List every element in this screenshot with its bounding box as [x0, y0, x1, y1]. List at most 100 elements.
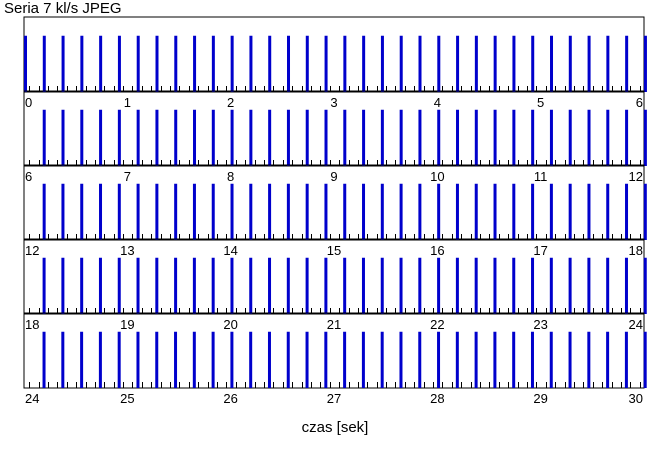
frame-bar	[117, 257, 121, 314]
frame-bar	[568, 109, 572, 166]
tick-label: 6	[25, 169, 32, 184]
frame-bar	[493, 109, 497, 166]
frame-bar	[80, 35, 84, 92]
frame-bar	[530, 331, 534, 388]
frame-bar	[343, 109, 347, 166]
frame-bar	[380, 257, 384, 314]
frame-bar	[174, 109, 178, 166]
frame-bar	[305, 109, 309, 166]
frame-bar	[98, 331, 102, 388]
frame-bar	[380, 183, 384, 240]
frame-bar	[399, 257, 403, 314]
frame-bar	[512, 331, 516, 388]
frame-bar	[42, 183, 46, 240]
frame-bar	[305, 257, 309, 314]
frame-bar	[343, 331, 347, 388]
frame-bar	[624, 257, 628, 314]
frame-bar	[643, 331, 647, 388]
tick-label: 19	[120, 317, 134, 332]
tick-label: 26	[223, 391, 237, 406]
frame-bar	[136, 257, 140, 314]
frame-bar	[117, 109, 121, 166]
frame-bar	[268, 35, 272, 92]
frame-bar	[362, 109, 366, 166]
tick-label: 16	[430, 243, 444, 258]
tick-label: 18	[25, 317, 39, 332]
frame-bar	[268, 183, 272, 240]
frame-bar	[286, 257, 290, 314]
tick-label: 22	[430, 317, 444, 332]
frame-bar	[305, 183, 309, 240]
frame-bar	[587, 257, 591, 314]
frame-bar	[305, 35, 309, 92]
frame-bar	[549, 257, 553, 314]
frame-bar	[512, 257, 516, 314]
frame-bar	[531, 257, 535, 314]
frame-bar	[324, 35, 328, 92]
tick-label: 13	[120, 243, 134, 258]
frame-bar	[193, 35, 197, 92]
tick-label: 8	[227, 169, 234, 184]
tick-label: 1	[124, 95, 131, 110]
tick-label: 2	[227, 95, 234, 110]
frame-bar	[99, 109, 103, 166]
frame-bar	[80, 109, 84, 166]
frame-bar	[474, 331, 478, 388]
frame-bar	[606, 257, 610, 314]
frame-bar	[230, 331, 234, 388]
frame-bar	[380, 331, 384, 388]
frame-bar	[587, 183, 591, 240]
frame-bar	[531, 35, 535, 92]
frame-bar	[587, 109, 591, 166]
tick-label: 9	[330, 169, 337, 184]
frame-bar	[98, 257, 102, 314]
frame-bar	[474, 257, 478, 314]
frame-bar	[99, 35, 103, 92]
frame-bar	[568, 257, 572, 314]
tick-label: 24	[629, 317, 643, 332]
tick-label: 5	[537, 95, 544, 110]
frame-bar	[174, 331, 178, 388]
frame-bar	[155, 109, 159, 166]
frame-bar	[361, 257, 365, 314]
frame-bar	[61, 109, 65, 166]
frame-bar	[455, 257, 459, 314]
frame-bar	[437, 331, 441, 388]
frame-bar	[512, 109, 516, 166]
frame-bar	[343, 183, 347, 240]
tick-label: 24	[25, 391, 39, 406]
frame-bar	[117, 331, 121, 388]
frame-bar	[531, 109, 535, 166]
frame-bar	[211, 35, 215, 92]
tick-label: 12	[629, 169, 643, 184]
frame-bar	[117, 35, 121, 92]
tick-label: 6	[636, 95, 643, 110]
frame-bar	[249, 35, 253, 92]
frame-bar	[437, 35, 441, 92]
tick-label: 29	[533, 391, 547, 406]
frame-bar	[230, 35, 234, 92]
frame-bar	[625, 109, 629, 166]
frame-bar	[418, 257, 422, 314]
tick-label: 3	[330, 95, 337, 110]
tick-label: 11	[534, 169, 548, 184]
frame-bar	[211, 109, 215, 166]
frame-bar	[136, 35, 140, 92]
frame-bar	[380, 109, 384, 166]
frame-bar	[380, 35, 384, 92]
tick-label: 15	[327, 243, 341, 258]
frame-bar	[136, 183, 140, 240]
frame-bar	[61, 257, 65, 314]
frame-bar	[230, 109, 234, 166]
frame-bar	[324, 109, 328, 166]
frame-bar	[456, 109, 460, 166]
frame-bar	[192, 257, 196, 314]
frame-bar	[474, 109, 478, 166]
frame-bar	[155, 257, 159, 314]
frame-bar	[174, 35, 178, 92]
frame-bar	[399, 35, 403, 92]
frame-bar	[136, 109, 140, 166]
frame-bar	[624, 331, 628, 388]
frame-bar	[493, 331, 497, 388]
frame-bar	[455, 331, 459, 388]
